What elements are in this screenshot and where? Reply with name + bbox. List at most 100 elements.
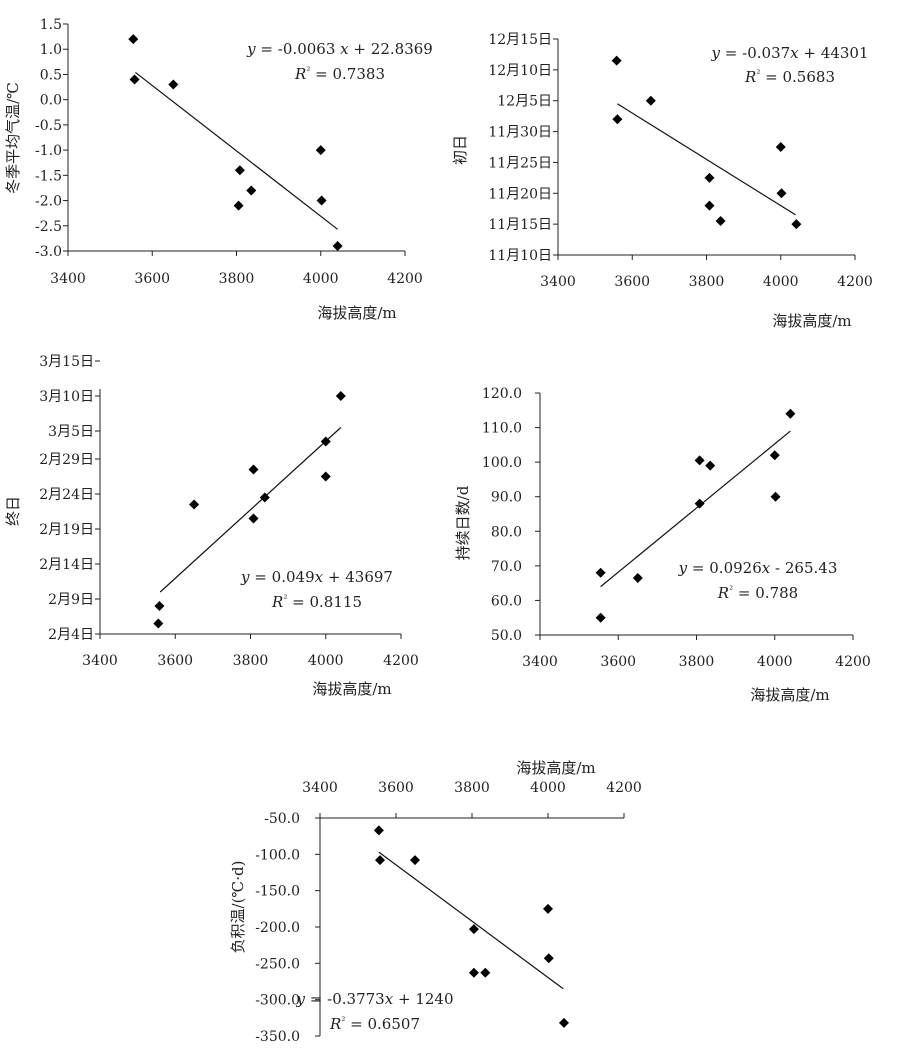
chart-5-data-point — [543, 903, 553, 914]
chart-1-x-tick-label: 3600 — [134, 271, 170, 287]
chart-3-y-tick-label: 2月9日 — [48, 592, 94, 608]
chart-1-data-point — [315, 145, 326, 156]
chart-3-y-tick-label: 2月14日 — [39, 557, 94, 573]
chart-1-data-point — [246, 185, 257, 196]
chart-3-x-tick-label: 4000 — [308, 653, 344, 669]
chart-4-y-tick-label: 110.0 — [482, 421, 522, 437]
chart-2-y-tick-label: 11月10日 — [488, 248, 552, 264]
chart-3-y-tick-label: 2月4日 — [48, 627, 94, 643]
chart-2-data-point — [775, 142, 786, 152]
chart-2-y-tick-label: 11月20日 — [488, 186, 552, 202]
chart-4-y-tick-label: 80.0 — [491, 524, 522, 540]
chart-5-data-point — [410, 855, 420, 866]
chart-1-regression-equation: y = -0.0063 x + 22.8369 — [246, 40, 433, 58]
chart-2-trendline — [617, 103, 796, 216]
chart-1-x-tick-label: 3800 — [219, 271, 255, 287]
chart-2-x-tick-label: 4200 — [837, 274, 873, 290]
chart-5-y-tick-label: -250.0 — [255, 956, 300, 972]
chart-4-x-tick-label: 4200 — [835, 654, 871, 670]
chart-2-data-point — [715, 216, 726, 227]
chart-5-y-tick-label: -100.0 — [255, 847, 300, 863]
chart-3-data-point — [248, 464, 259, 475]
chart-4-y-axis-label: 持续日数/d — [454, 485, 472, 560]
chart-1-data-point — [168, 79, 179, 90]
chart-3-y-tick-label: 2月19日 — [39, 522, 94, 538]
chart-3-x-axis-label: 海拔高度/m — [312, 680, 391, 698]
chart-5-y-tick-label: -150.0 — [255, 884, 300, 900]
chart-3-y-tick-label: 2月24日 — [39, 487, 94, 503]
chart-4-data-point — [770, 491, 781, 502]
chart-4-y-tick-label: 70.0 — [491, 559, 522, 575]
chart-1-data-point — [234, 165, 245, 176]
chart-1-x-axis-label: 海拔高度/m — [317, 304, 396, 322]
chart-3-y-tick-label: 2月29日 — [39, 452, 94, 468]
chart-1-y-axis-label: 冬季平均气温/℃ — [4, 82, 22, 194]
chart-5-x-tick-label: 4200 — [606, 780, 642, 796]
chart-3-x-tick-label: 3400 — [82, 653, 118, 669]
chart-4-data-point — [785, 408, 796, 419]
chart-4-y-tick-label: 50.0 — [491, 628, 522, 644]
chart-2-y-tick-label: 11月15日 — [488, 217, 552, 233]
chart-3-y-tick-label: 3月15日 — [39, 354, 94, 370]
chart-2-x-axis-label: 海拔高度/m — [772, 312, 851, 330]
chart-5-y-tick-label: -200.0 — [255, 920, 300, 936]
chart-3-y-tick-label: 3月5日 — [48, 424, 94, 440]
chart-1-y-tick-label: -1.0 — [35, 143, 62, 159]
chart-1-r-squared: R² = 0.7383 — [294, 65, 385, 83]
chart-4-data-point — [694, 498, 705, 509]
chart-2-r-squared: R² = 0.5683 — [744, 68, 835, 86]
chart-4-y-tick-label: 60.0 — [491, 593, 522, 609]
chart-1-data-point — [128, 34, 139, 45]
chart-5-r-squared: R² = 0.6507 — [329, 1015, 420, 1033]
chart-1-y-tick-label: -1.5 — [35, 168, 62, 184]
chart-5-x-axis-label: 海拔高度/m — [516, 759, 595, 777]
chart-4-y-tick-label: 90.0 — [491, 490, 522, 506]
chart-2-regression-equation: y = -0.037x + 44301 — [710, 44, 868, 62]
chart-2-x-tick-label: 3800 — [689, 274, 725, 290]
chart-2-y-tick-label: 11月30日 — [488, 125, 552, 141]
chart-3-r-squared: R² = 0.8115 — [271, 593, 362, 611]
chart-1-x-tick-label: 3400 — [50, 271, 86, 287]
chart-3-data-point — [259, 492, 270, 503]
chart-1-y-tick-label: 1.5 — [40, 17, 62, 33]
chart-4-regression-equation: y = 0.0926x - 265.43 — [678, 559, 838, 577]
chart-2-y-tick-label: 12月15日 — [488, 32, 552, 48]
chart-1-data-point — [129, 74, 140, 85]
chart-2-data-point — [704, 200, 715, 211]
chart-1-y-tick-label: -3.0 — [35, 244, 62, 260]
chart-1-trendline — [135, 71, 338, 230]
chart-5-data-point — [468, 924, 479, 935]
chart-1-x-tick-label: 4000 — [303, 271, 339, 287]
chart-5-data-point — [558, 1017, 569, 1028]
chart-2-data-point — [612, 114, 623, 125]
chart-3-data-point — [189, 499, 200, 510]
chart-5-x-tick-label: 3800 — [454, 780, 490, 796]
chart-5-data-point — [373, 825, 384, 836]
chart-2-y-tick-label: 11月25日 — [488, 155, 552, 171]
chart-4-y-tick-label: 100.0 — [482, 455, 522, 471]
chart-4-data-point — [694, 455, 705, 466]
chart-4-data-point — [705, 460, 716, 471]
chart-4-x-tick-label: 3400 — [522, 654, 558, 670]
chart-4-y-tick-label: 120.0 — [482, 386, 522, 402]
chart-5-trendline — [378, 851, 564, 990]
chart-2-x-tick-label: 4000 — [763, 274, 799, 290]
chart-2-y-axis-label: 初日 — [451, 135, 469, 165]
chart-5-data-point — [468, 967, 479, 978]
chart-5-x-tick-label: 3400 — [302, 780, 338, 796]
chart-2-y-tick-label: 12月10日 — [488, 63, 552, 79]
chart-4-x-tick-label: 3800 — [679, 654, 715, 670]
chart-5-data-point — [543, 953, 554, 964]
chart-3-data-point — [320, 471, 331, 482]
chart-4-r-squared: R² = 0.788 — [717, 584, 798, 602]
chart-5-y-tick-label: -300.0 — [255, 993, 300, 1009]
chart-1-y-tick-label: 0.5 — [40, 67, 62, 83]
chart-4-data-point — [595, 612, 606, 623]
chart-3-data-point — [335, 391, 346, 401]
chart-5-data-point — [480, 967, 491, 978]
chart-5-x-tick-label: 3600 — [378, 780, 414, 796]
chart-1-y-tick-label: 0.0 — [40, 93, 62, 109]
chart-2-x-tick-label: 3400 — [540, 274, 576, 290]
chart-3-data-point — [154, 601, 165, 611]
